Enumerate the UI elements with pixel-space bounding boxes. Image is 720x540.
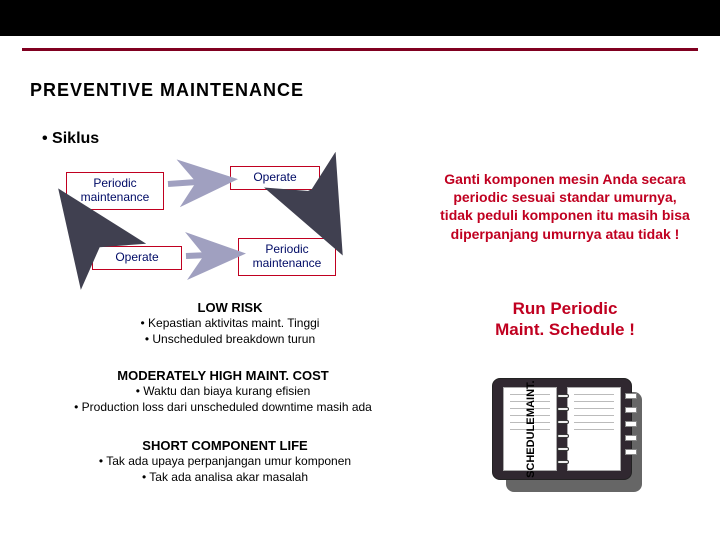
list-item: • Tak ada analisa akar masalah [60, 469, 390, 485]
cta-line: Maint. Schedule ! [495, 320, 635, 339]
cta-line: Run Periodic [513, 299, 618, 318]
cycle-node-label: Periodic [265, 242, 308, 256]
planner-label: MAINT. SCHEDULE [526, 380, 538, 477]
cycle-node-label: maintenance [81, 190, 150, 204]
cycle-node-label: Periodic [93, 176, 136, 190]
block-items: • Kepastian aktivitas maint. Tinggi • Un… [100, 315, 360, 347]
planner-body: MAINT. SCHEDULE [492, 378, 632, 480]
description-paragraph: Ganti komponen mesin Anda secara periodi… [440, 170, 690, 243]
block-title: MODERATELY HIGH MAINT. COST [48, 368, 398, 383]
cta-text: Run Periodic Maint. Schedule ! [460, 298, 670, 341]
cycle-node-pm-top: Periodic maintenance [66, 172, 164, 210]
cycle-arrow-top [0, 0, 420, 300]
block-items: • Tak ada upaya perpanjangan umur kompon… [60, 453, 390, 485]
block-low-risk: LOW RISK • Kepastian aktivitas maint. Ti… [100, 300, 360, 347]
block-life: SHORT COMPONENT LIFE • Tak ada upaya per… [60, 438, 390, 485]
slide-divider-rule [22, 48, 698, 51]
cycle-node-label: Operate [115, 250, 158, 264]
planner-tab [625, 393, 637, 399]
block-items: • Waktu dan biaya kurang efisien • Produ… [48, 383, 398, 415]
cycle-node-operate-top: Operate [230, 166, 320, 190]
cycle-node-operate-bottom: Operate [92, 246, 182, 270]
list-item: • Production loss dari unscheduled downt… [48, 399, 398, 415]
block-cost: MODERATELY HIGH MAINT. COST • Waktu dan … [48, 368, 398, 415]
cycle-node-label: maintenance [253, 256, 322, 270]
planner-rings [557, 389, 569, 469]
planner-tab [625, 421, 637, 427]
list-item: • Kepastian aktivitas maint. Tinggi [100, 315, 360, 331]
planner-page-left: MAINT. SCHEDULE [503, 387, 557, 471]
page-title: PREVENTIVE MAINTENANCE [30, 80, 304, 101]
planner-tab [625, 449, 637, 455]
planner-tab [625, 407, 637, 413]
list-item: • Tak ada upaya perpanjangan umur kompon… [60, 453, 390, 469]
planner-page-right [567, 387, 621, 471]
cycle-node-label: Operate [253, 170, 296, 184]
slide-top-bar [0, 0, 720, 36]
block-title: LOW RISK [100, 300, 360, 315]
section-subtitle: • Siklus [42, 130, 99, 148]
cycle-node-pm-bottom: Periodic maintenance [238, 238, 336, 276]
planner-tab [625, 435, 637, 441]
planner-graphic: MAINT. SCHEDULE [492, 378, 642, 490]
list-item: • Unscheduled breakdown turun [100, 331, 360, 347]
list-item: • Waktu dan biaya kurang efisien [48, 383, 398, 399]
block-title: SHORT COMPONENT LIFE [60, 438, 390, 453]
